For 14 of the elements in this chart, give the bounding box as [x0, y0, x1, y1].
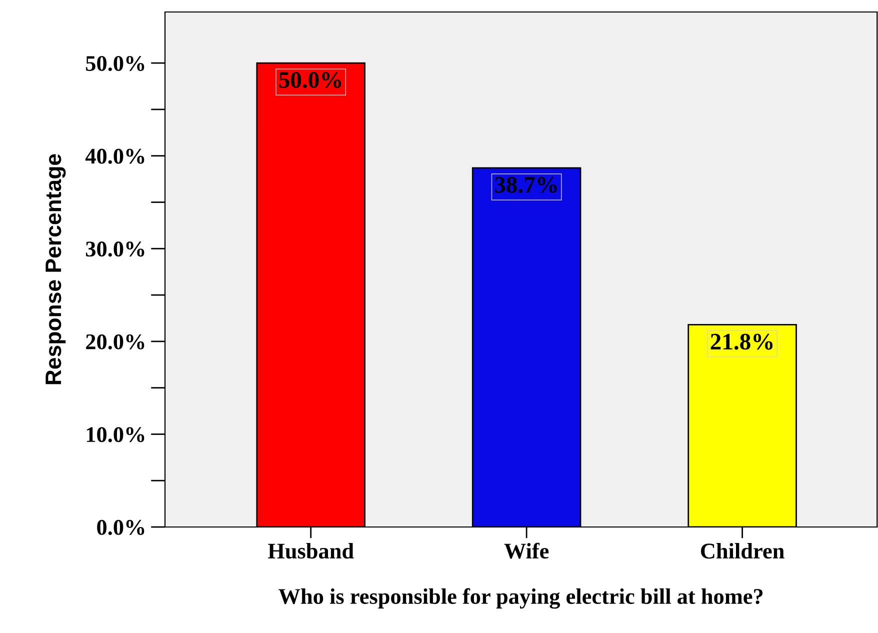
y-tick-label: 0.0% — [97, 520, 144, 536]
y-tick-label: 30.0% — [86, 242, 144, 257]
x-tick-label: Children — [700, 542, 784, 559]
data-label: 38.7% — [494, 176, 557, 193]
x-axis-title: Who is responsible for paying electric bill at home? — [278, 588, 763, 609]
x-tick-label: Husband — [268, 542, 354, 559]
data-label: 50.0% — [279, 72, 342, 88]
y-tick-label: 20.0% — [86, 334, 144, 350]
y-tick-label: 40.0% — [85, 148, 144, 164]
y-axis-title: Response Percentage — [46, 154, 66, 384]
y-tick-label: 10.0% — [86, 427, 144, 442]
y-tick-label: 50.0% — [86, 56, 144, 72]
data-label: 21.8% — [710, 334, 773, 350]
x-tick-label: Wife — [504, 542, 549, 559]
